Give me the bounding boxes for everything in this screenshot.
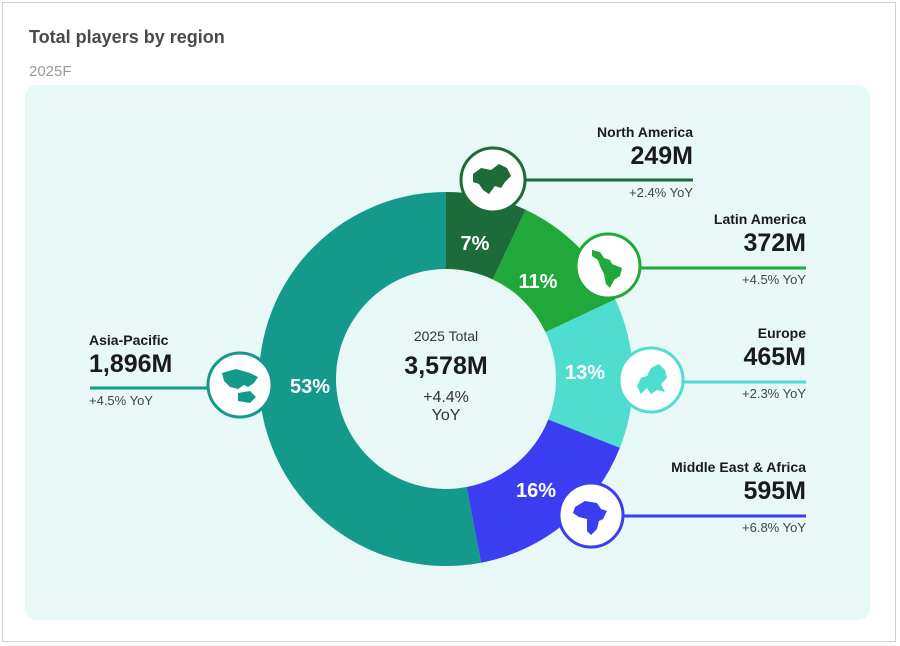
asia-pacific-map-icon xyxy=(206,351,274,419)
region-name: Asia-Pacific xyxy=(89,332,169,348)
donut-slice-north-america xyxy=(446,192,526,280)
region-value: 1,896M xyxy=(89,350,173,378)
europe-map-icon xyxy=(617,346,685,414)
region-yoy: +4.5% YoY xyxy=(89,393,153,408)
region-name: North America xyxy=(597,124,693,140)
region-yoy: +4.5% YoY xyxy=(742,272,806,287)
legend-north-america: North America 249M +2.4% YoY xyxy=(597,124,693,200)
africa-map-icon xyxy=(557,481,625,549)
region-value: 465M xyxy=(743,343,806,371)
chart-title: Total players by region xyxy=(29,27,225,47)
legend-europe: Europe 465M +2.3% YoY xyxy=(742,325,806,401)
center-summary: 2025 Total 3,578M +4.4% YoY xyxy=(346,328,546,425)
center-yoy: +4.4% xyxy=(423,389,469,406)
region-value: 595M xyxy=(743,477,806,505)
percent-label-asia-pacific: 53% xyxy=(290,376,330,398)
donut-slice-asia-pacific xyxy=(259,192,482,566)
latin-america-map-icon xyxy=(574,232,642,300)
percent-label-north-america: 7% xyxy=(461,233,490,255)
legend-asia-pacific: Asia-Pacific 1,896M +4.5% YoY xyxy=(89,332,172,408)
region-yoy: +2.4% YoY xyxy=(629,185,693,200)
donut-slice-latin-america xyxy=(492,209,616,333)
legend-middle-east-africa: Middle East & Africa 595M +6.8% YoY xyxy=(671,459,806,535)
legend-latin-america: Latin America 372M +4.5% YoY xyxy=(714,211,806,287)
percent-label-middle-east-africa: 16% xyxy=(516,480,556,502)
percent-label-latin-america: 11% xyxy=(519,271,558,293)
chart-subtitle: 2025F xyxy=(29,63,72,80)
north-america-map-icon xyxy=(459,146,527,214)
region-value: 249M xyxy=(630,142,693,170)
donut-slice-middle-east-africa xyxy=(466,419,620,563)
region-yoy: +2.3% YoY xyxy=(742,386,806,401)
region-value: 372M xyxy=(743,229,806,257)
percent-label-europe: 13% xyxy=(565,362,605,384)
region-name: Latin America xyxy=(713,211,806,227)
center-value: 3,578M xyxy=(404,352,488,380)
region-name: Europe xyxy=(757,325,806,341)
donut-slice-europe xyxy=(545,299,633,448)
center-label: 2025 Total xyxy=(413,328,479,344)
region-name: Middle East & Africa xyxy=(671,459,806,475)
center-yoy-unit: YoY xyxy=(431,407,461,424)
region-yoy: +6.8% YoY xyxy=(742,520,806,535)
